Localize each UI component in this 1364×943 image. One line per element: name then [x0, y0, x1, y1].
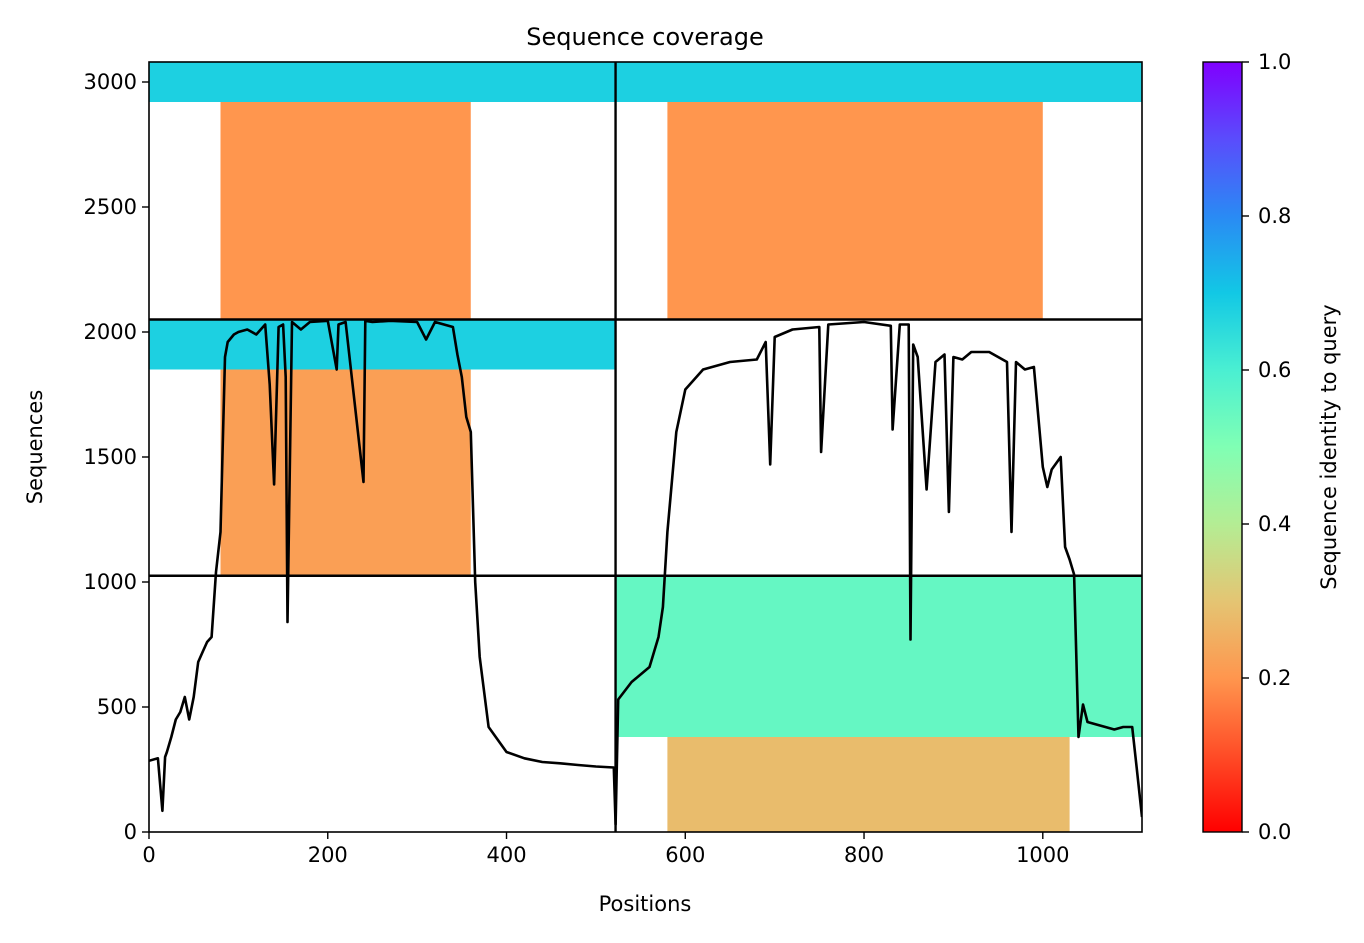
y-tick-label-0: 0 [124, 820, 137, 844]
colorbar-tick-label-5: 1.0 [1258, 50, 1291, 74]
y-axis-label: Sequences [23, 390, 47, 505]
x-tick-label-200: 200 [308, 843, 348, 867]
x-axis-ticks: 0 200 400 600 800 1000 [142, 832, 1070, 867]
y-tick-label-3000: 3000 [84, 70, 137, 94]
x-tick-label-0: 0 [142, 843, 155, 867]
block-boundaries [149, 62, 1142, 832]
plot-frame [148, 61, 1143, 833]
y-tick-label-2500: 2500 [84, 195, 137, 219]
x-tick-label-800: 800 [844, 843, 884, 867]
msa-band-2-1 [220, 369, 471, 576]
msa-band-3-1 [667, 737, 1070, 832]
y-tick-label-1500: 1500 [84, 445, 137, 469]
colorbar-ticks: 0.0 0.2 0.4 0.6 0.8 1.0 [1242, 50, 1291, 844]
colorbar-tick-label-0: 0.0 [1258, 820, 1291, 844]
colorbar-label: Sequence identity to query [1317, 304, 1341, 589]
colorbar-tick-label-4: 0.8 [1258, 204, 1291, 228]
msa-band-3-0 [615, 575, 1142, 737]
x-tick-label-1000: 1000 [1016, 843, 1069, 867]
x-axis-label: Positions [599, 892, 692, 916]
msa-band-0-0 [149, 62, 616, 102]
colorbar [1202, 61, 1243, 833]
msa-heatmap [149, 62, 1142, 832]
coverage-line-layer [149, 319, 1142, 826]
msa-band-0-1 [220, 102, 471, 320]
y-tick-label-500: 500 [97, 695, 137, 719]
msa-band-1-0 [615, 62, 1142, 102]
msa-band-2-0 [149, 319, 616, 370]
colorbar-tick-label-2: 0.4 [1258, 512, 1291, 536]
colorbar-tick-label-3: 0.6 [1258, 358, 1291, 382]
msa-band-1-1 [667, 102, 1043, 320]
x-tick-label-400: 400 [486, 843, 526, 867]
y-axis-ticks: 0 500 1000 1500 2000 2500 3000 [84, 70, 149, 844]
y-tick-label-2000: 2000 [84, 320, 137, 344]
x-tick-label-600: 600 [665, 843, 705, 867]
y-tick-label-1000: 1000 [84, 570, 137, 594]
coverage-line [149, 319, 1142, 826]
colorbar-tick-label-1: 0.2 [1258, 666, 1291, 690]
chart-title: Sequence coverage [526, 23, 763, 51]
